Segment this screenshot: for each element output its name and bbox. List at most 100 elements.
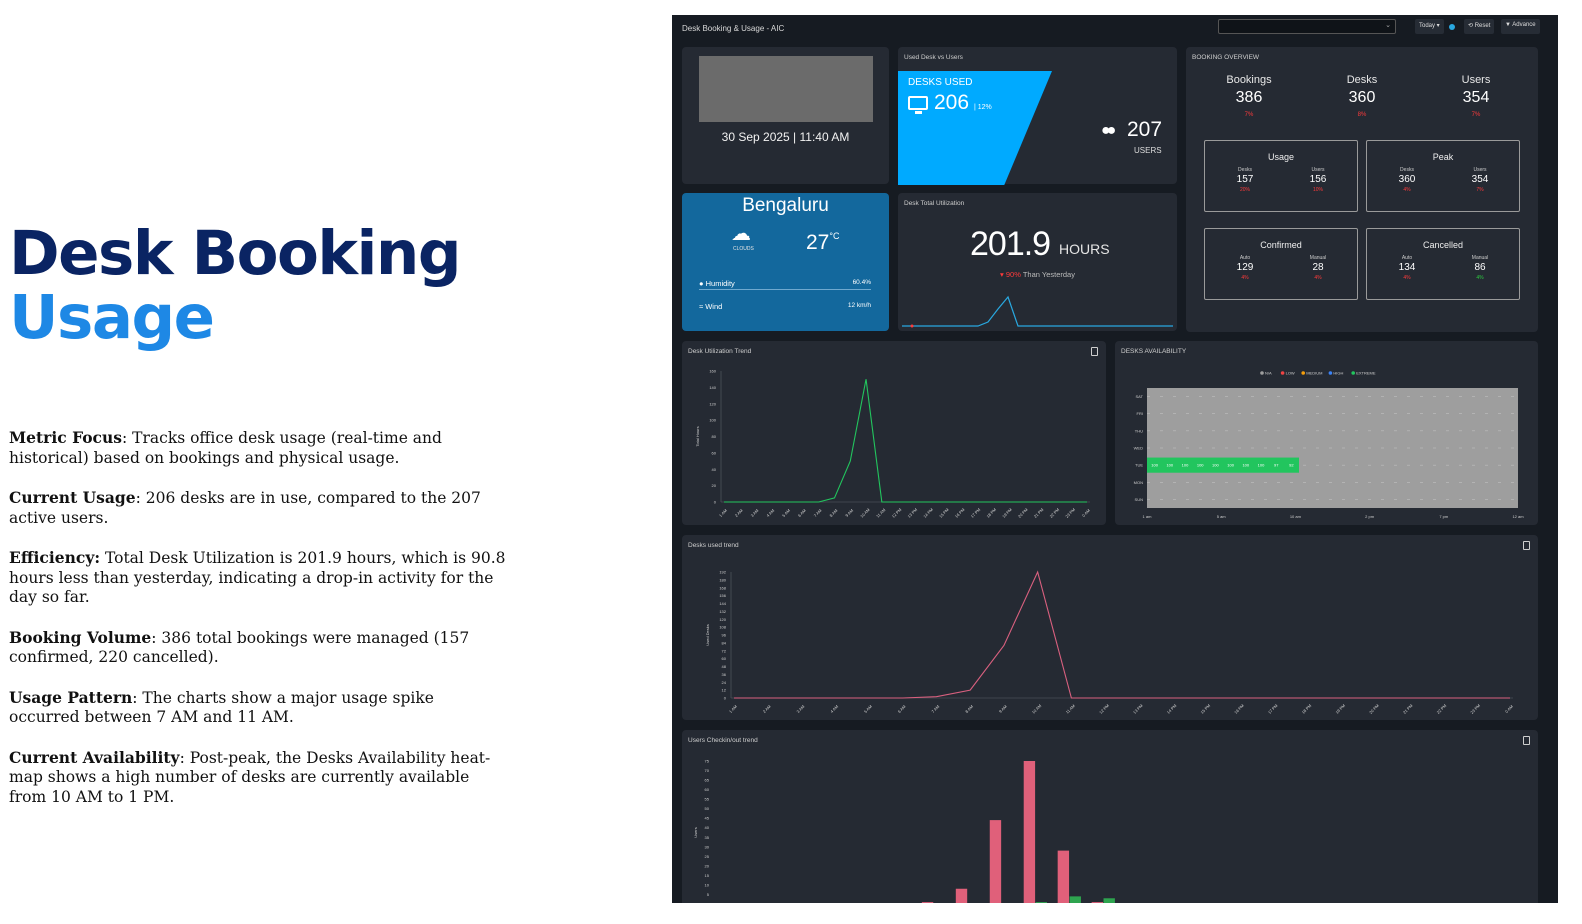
x-tick-label: 4 AM <box>765 508 775 518</box>
box-title: Confirmed <box>1260 240 1302 250</box>
utilization-trend-card: Desk Utilization Trend 0 20 40 60 80 100 120 14… <box>682 341 1106 525</box>
stat-value: 386 <box>1235 89 1263 106</box>
y-tick-label: 72 <box>722 648 727 653</box>
x-tick-label: 15 PM <box>938 507 950 519</box>
dashboard-title: Desk Booking & Usage - AIC <box>682 24 785 33</box>
y-tick-label: 100 <box>709 418 716 423</box>
bar <box>1103 898 1115 903</box>
x-tick-label: 8 AM <box>828 508 838 518</box>
bar <box>1057 850 1070 903</box>
box-value: 157 <box>1236 174 1254 185</box>
box-value: 134 <box>1398 262 1416 273</box>
x-tick-label: 5 AM <box>863 704 873 714</box>
x-tick-label: 14 PM <box>1166 703 1178 715</box>
humidity-row: ● Humidity 60.4% <box>699 279 871 288</box>
checkin-trend-card: Users Checkin/out trend 0 5 10 15 20 25 30 35 40… <box>682 730 1538 903</box>
company-logo <box>699 56 873 122</box>
heatmap-grid <box>1147 388 1518 508</box>
location-dropdown[interactable]: ⌄ <box>1218 19 1396 34</box>
info-icon[interactable] <box>1449 24 1455 30</box>
y-tick-label: 180 <box>719 577 726 582</box>
y-tick-label: 60 <box>722 656 727 661</box>
y-tick-label: 10 <box>705 882 710 887</box>
utilization-sparkline <box>902 295 1173 328</box>
box-change: 4% <box>1241 275 1249 281</box>
box-title: Cancelled <box>1422 240 1464 250</box>
y-tick-label: 144 <box>719 601 726 606</box>
note-label: Current Availability <box>9 747 180 767</box>
note-text: : 206 desks are in use, compared to the … <box>9 489 481 527</box>
x-tick-label: 1 AM <box>728 704 738 714</box>
wind-label: Wind <box>705 302 723 311</box>
reset-button[interactable]: ⟲ Reset <box>1464 19 1495 34</box>
y-tick-label: 12 <box>722 688 727 693</box>
utilization-compare-text: Than Yesterday <box>1020 270 1075 279</box>
box-sublabel: Desks <box>1400 167 1414 173</box>
x-tick-label: 22 PM <box>1436 703 1448 715</box>
stat-label: Bookings <box>1226 74 1272 86</box>
peak-box: Peak Desks 360 4% Users 354 7% <box>1366 140 1520 212</box>
cancelled-box: Cancelled Auto 134 4% Manual 86 4% <box>1366 228 1520 300</box>
stat-value: 360 <box>1348 89 1376 106</box>
cell-value: 100 <box>1182 463 1189 468</box>
x-tick-label: 4 AM <box>829 704 839 714</box>
x-tick-label: 23 PM <box>1064 507 1076 519</box>
y-axis-title: Users <box>693 827 698 837</box>
x-tick-label: 15 PM <box>1199 703 1211 715</box>
x-tick-label: 12 am <box>1512 514 1524 519</box>
monitor-icon <box>908 96 928 114</box>
box-value: 354 <box>1471 174 1489 185</box>
y-tick-label: 96 <box>722 633 727 638</box>
temperature-value: 27 <box>806 231 830 254</box>
download-icon[interactable] <box>1091 347 1098 356</box>
box-change: 4% <box>1403 275 1411 281</box>
download-icon[interactable] <box>1523 736 1530 745</box>
cloud-sun-icon: ☁ <box>731 223 751 245</box>
box-change: 4% <box>1476 275 1484 281</box>
utilization-change: ▾ 90% <box>1000 270 1021 279</box>
x-tick-label: 20 PM <box>1017 507 1029 519</box>
note-label: Usage Pattern <box>9 687 133 707</box>
x-tick-label: 23 PM <box>1469 703 1481 715</box>
y-tick-label: 60 <box>712 450 717 455</box>
y-tick-label: 108 <box>719 625 726 630</box>
stat-change: 7% <box>1471 112 1481 118</box>
bar <box>1069 896 1081 903</box>
y-tick-label: 36 <box>722 672 727 677</box>
city-name: Bengaluru <box>742 195 829 216</box>
temperature-unit: °C <box>829 231 840 241</box>
x-tick-label: 7 AM <box>930 704 940 714</box>
stat-change: 7% <box>1244 112 1254 118</box>
note-booking-volume: Booking Volume: 386 total bookings were … <box>9 628 509 668</box>
x-tick-label: 5 am <box>1217 514 1227 519</box>
download-icon[interactable] <box>1523 541 1530 550</box>
today-button[interactable]: Today ▾ <box>1415 19 1444 34</box>
booking-overview-card: BOOKING OVERVIEW Bookings 386 7% Desks 3… <box>1186 47 1538 332</box>
x-tick-label: 12 PM <box>891 507 903 519</box>
advance-filter-button[interactable]: ▼ Advance <box>1501 19 1540 34</box>
x-tick-label: 1 am <box>1143 514 1153 519</box>
y-tick-label: 15 <box>705 873 710 878</box>
availability-card: DESKS AVAILABILITY N/A LOW MEDIUM HIGH EXTRE… <box>1115 341 1538 525</box>
note-metric-focus: Metric Focus: Tracks office desk usage (… <box>9 428 509 468</box>
utilization-compare: ▾ 90% Than Yesterday <box>898 270 1177 279</box>
cell-value: 100 <box>1258 463 1265 468</box>
row-label: TUE <box>1135 463 1143 468</box>
box-change: 10% <box>1312 187 1323 193</box>
note-text: Total Desk Utilization is 201.9 hours, w… <box>9 549 506 606</box>
cell-value: 100 <box>1151 463 1158 468</box>
stat-users: Users 354 7% <box>1436 74 1516 118</box>
cell-value: 100 <box>1227 463 1234 468</box>
utilization-value: 201.9 <box>970 225 1051 263</box>
desks-used-trend-card: Desks used trend 0 12 24 36 48 60 72 84 96 108 120… <box>682 535 1538 720</box>
row-label: THU <box>1135 428 1143 433</box>
x-tick-label: 22 PM <box>1049 507 1061 519</box>
desks-used-panel <box>898 71 1052 185</box>
humidity-value: 60.4% <box>852 279 871 286</box>
box-change: 7% <box>1476 187 1484 193</box>
stat-change: 8% <box>1357 112 1367 118</box>
desks-used-pct: | 12% <box>974 104 992 111</box>
x-tick-label: 12 PM <box>1098 703 1110 715</box>
x-tick-label: 18 PM <box>1301 703 1313 715</box>
